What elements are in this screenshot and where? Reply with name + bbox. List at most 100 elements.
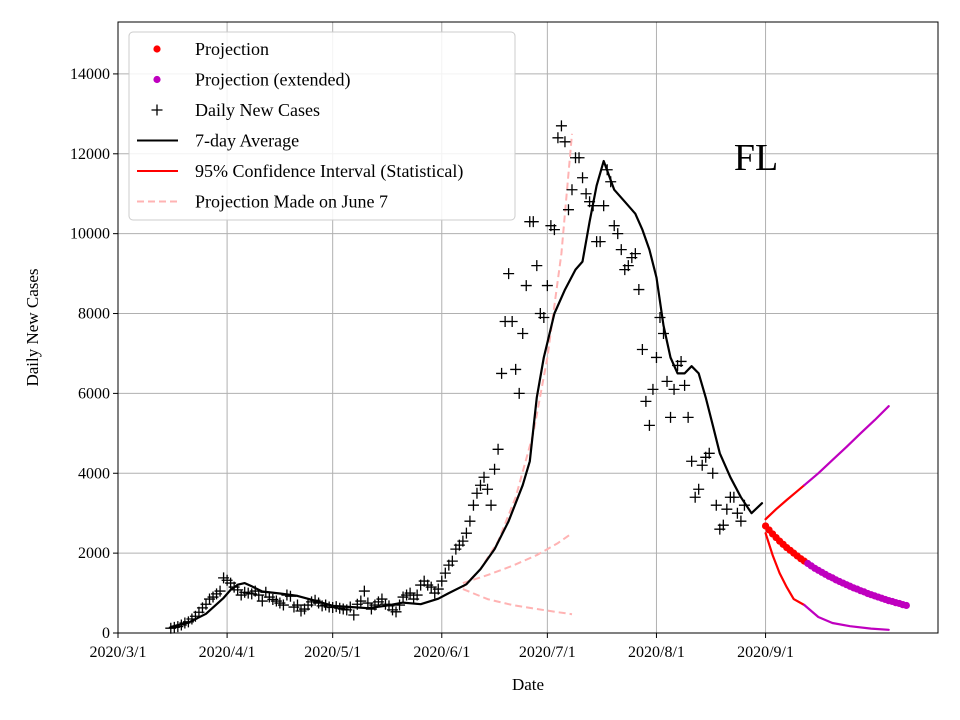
daily-case-point bbox=[731, 507, 743, 519]
legend: Projection Projection (extended) Daily New… bbox=[128, 31, 516, 221]
daily-case-point bbox=[362, 597, 374, 609]
daily-case-point bbox=[538, 312, 550, 324]
daily-case-point bbox=[615, 244, 627, 256]
x-tick-label: 2020/5/1 bbox=[304, 644, 361, 661]
daily-case-point bbox=[721, 503, 733, 515]
y-tick-label: 6000 bbox=[78, 385, 110, 402]
daily-case-point bbox=[284, 590, 296, 602]
x-tick-label: 2020/6/1 bbox=[413, 644, 470, 661]
daily-case-point bbox=[510, 363, 522, 375]
projection-made-on-june-7-lower-line bbox=[462, 588, 573, 616]
95-confidence-interval-lower-line bbox=[764, 532, 806, 607]
daily-case-point bbox=[496, 367, 508, 379]
daily-case-point bbox=[471, 487, 483, 499]
daily-case-point bbox=[464, 515, 476, 527]
y-tick-label: 8000 bbox=[78, 306, 110, 323]
daily-case-point bbox=[587, 200, 599, 212]
daily-case-point bbox=[253, 589, 265, 601]
95-confidence-interval-lower-extended-line bbox=[803, 603, 890, 631]
daily-case-point bbox=[506, 316, 518, 328]
daily-case-point bbox=[355, 595, 367, 607]
daily-case-point bbox=[446, 555, 458, 567]
daily-case-point bbox=[686, 455, 698, 467]
daily-case-point bbox=[622, 260, 634, 272]
daily-case-point bbox=[548, 224, 560, 236]
daily-case-point bbox=[256, 595, 268, 607]
daily-case-point bbox=[710, 499, 722, 511]
daily-case-point bbox=[489, 463, 501, 475]
daily-case-point bbox=[478, 471, 490, 483]
legend-label-7-day-average: 7-day Average bbox=[195, 131, 299, 151]
daily-case-point bbox=[277, 599, 289, 611]
plot-series bbox=[165, 120, 910, 634]
daily-case-point bbox=[580, 188, 592, 200]
daily-case-point bbox=[738, 499, 750, 511]
daily-case-point bbox=[394, 599, 406, 611]
daily-case-point bbox=[460, 527, 472, 539]
legend-label-projection-made-on-june-7: Projection Made on June 7 bbox=[195, 192, 388, 212]
legend-label-daily-new-cases: Daily New Cases bbox=[195, 100, 320, 120]
daily-case-point bbox=[474, 479, 486, 491]
daily-case-point bbox=[696, 459, 708, 471]
projection-made-on-june-7-upper-line bbox=[462, 532, 573, 585]
y-tick-label: 2000 bbox=[78, 545, 110, 562]
daily-case-point bbox=[566, 184, 578, 196]
daily-case-point bbox=[457, 535, 469, 547]
daily-case-point bbox=[647, 383, 659, 395]
7-day-average-line bbox=[169, 159, 764, 629]
daily-case-point bbox=[517, 327, 529, 339]
y-tick-label: 12000 bbox=[70, 146, 110, 163]
daily-case-point bbox=[703, 447, 715, 459]
x-tick-label: 2020/7/1 bbox=[519, 644, 576, 661]
daily-case-point bbox=[344, 601, 356, 613]
daily-case-point bbox=[439, 567, 451, 579]
x-tick-label: 2020/8/1 bbox=[628, 644, 685, 661]
daily-case-point bbox=[531, 260, 543, 272]
daily-case-point bbox=[513, 387, 525, 399]
daily-case-point bbox=[612, 228, 624, 240]
daily-case-point bbox=[573, 152, 585, 164]
x-tick-label: 2020/9/1 bbox=[737, 644, 794, 661]
daily-case-point bbox=[425, 581, 437, 593]
legend-label-95-confidence-interval-statistical: 95% Confidence Interval (Statistical) bbox=[195, 161, 463, 182]
daily-new-cases-series bbox=[165, 120, 750, 634]
daily-case-point bbox=[654, 312, 666, 324]
daily-case-point bbox=[577, 172, 589, 184]
daily-case-point bbox=[665, 411, 677, 423]
legend-marker-projection bbox=[153, 45, 161, 53]
daily-case-point bbox=[390, 606, 402, 618]
projection-extended-series bbox=[804, 559, 910, 610]
projection-extended-point bbox=[902, 601, 910, 610]
x-axis-label: Date bbox=[512, 675, 544, 694]
grid bbox=[117, 22, 938, 634]
daily-case-point bbox=[214, 585, 226, 597]
daily-case-point bbox=[679, 379, 691, 391]
daily-case-point bbox=[503, 268, 515, 280]
daily-case-point bbox=[650, 351, 662, 363]
daily-case-point bbox=[482, 483, 494, 495]
plot-frame bbox=[117, 21, 939, 634]
daily-case-point bbox=[552, 132, 564, 144]
daily-case-point bbox=[559, 136, 571, 148]
daily-case-point bbox=[728, 491, 740, 503]
daily-case-point bbox=[594, 236, 606, 248]
axis-ticks: 2020/3/1 2020/4/1 2020/5/1 2020/6/1 2020/7/1… bbox=[70, 66, 794, 661]
daily-case-point bbox=[436, 575, 448, 587]
daily-case-point bbox=[661, 375, 673, 387]
daily-case-point bbox=[411, 589, 423, 601]
daily-case-point bbox=[605, 176, 617, 188]
state-label: FL bbox=[734, 137, 778, 179]
daily-case-point bbox=[633, 284, 645, 296]
legend-marker-projection-extended bbox=[153, 75, 161, 84]
daily-case-point bbox=[492, 443, 504, 455]
daily-case-point bbox=[689, 491, 701, 503]
daily-case-point bbox=[693, 483, 705, 495]
daily-case-point bbox=[291, 599, 303, 611]
daily-case-point bbox=[358, 585, 370, 597]
daily-case-point bbox=[640, 395, 652, 407]
x-tick-label: 2020/3/1 bbox=[90, 644, 147, 661]
daily-case-point bbox=[432, 583, 444, 595]
daily-case-point bbox=[643, 419, 655, 431]
daily-case-point bbox=[541, 280, 553, 292]
